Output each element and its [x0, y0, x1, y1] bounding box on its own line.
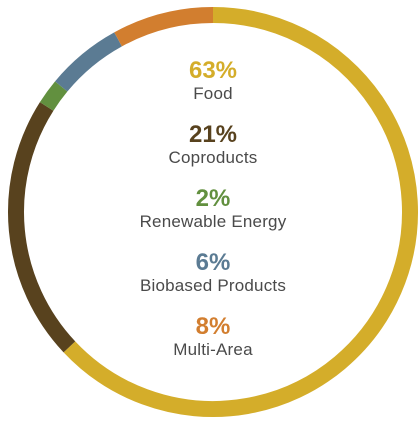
name-food: Food	[193, 84, 233, 103]
name-renewable-energy: Renewable Energy	[139, 212, 287, 231]
donut-slice-multi-area	[114, 7, 214, 47]
label-renewable-energy: 2% Renewable Energy	[0, 186, 420, 250]
label-food: 63% Food	[0, 58, 420, 122]
percent-biobased-products: 6%	[195, 249, 231, 276]
name-multi-area: Multi-Area	[173, 340, 253, 359]
donut-slice-food	[63, 7, 418, 417]
percent-coproducts: 21%	[188, 121, 238, 148]
label-coproducts: 21% Coproducts	[0, 122, 420, 186]
donut-slice-coproducts	[8, 102, 76, 353]
legend-labels: 63% Food 21% Coproducts 2% Renewable Ene…	[0, 58, 420, 378]
percent-food: 63%	[188, 57, 238, 84]
percent-renewable-energy: 2%	[195, 185, 231, 212]
label-biobased-products: 6% Biobased Products	[0, 250, 420, 314]
name-coproducts: Coproducts	[168, 148, 258, 167]
label-multi-area: 8% Multi-Area	[0, 314, 420, 378]
donut-slice-renewable-energy	[39, 81, 68, 111]
percent-multi-area: 8%	[195, 313, 231, 340]
donut-slice-biobased-products	[55, 32, 123, 92]
name-biobased-products: Biobased Products	[139, 276, 287, 295]
